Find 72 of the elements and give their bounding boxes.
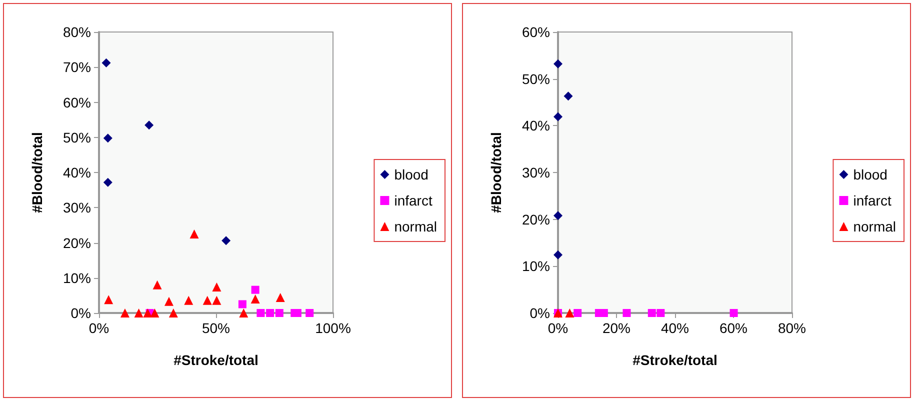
legend-label: infarct (853, 192, 892, 208)
point (212, 296, 222, 305)
x-tick-label: 0% (88, 320, 110, 336)
point (184, 296, 194, 305)
x-tick-label: 60% (719, 320, 748, 336)
point (134, 308, 144, 318)
point (190, 229, 199, 238)
point (266, 309, 274, 317)
y-axis-title: #Blood/total (29, 132, 45, 213)
point (250, 294, 260, 304)
point (144, 120, 154, 130)
point (565, 308, 574, 318)
y-tick-label: 50% (522, 70, 550, 87)
point (251, 286, 260, 294)
point (104, 295, 114, 304)
point (306, 309, 314, 317)
y-tick-label: 30% (522, 164, 550, 180)
legend-label: blood (394, 166, 428, 182)
point (256, 309, 265, 317)
y-tick-label: 20% (522, 211, 550, 228)
y-tick-label: 30% (62, 200, 91, 216)
legend-label: infarct (394, 192, 432, 208)
legend-label: normal (394, 218, 438, 234)
y-tick-label: 60% (522, 24, 550, 40)
point (164, 296, 174, 306)
point (120, 308, 130, 318)
x-axis-title: #Stroke/total (632, 352, 718, 368)
x-tick-label: 20% (602, 320, 631, 336)
point (212, 282, 222, 292)
y-axis-title: #Blood/total (488, 132, 504, 213)
y-tick-label: 0% (530, 305, 550, 321)
point (648, 309, 656, 317)
point (554, 211, 562, 220)
point (574, 309, 582, 317)
point (150, 308, 160, 318)
y-tick-label: 0% (70, 305, 91, 321)
point (103, 134, 112, 143)
y-tick-label: 80% (62, 24, 91, 40)
legend-label: normal (853, 218, 896, 234)
point (143, 308, 152, 318)
point (554, 112, 562, 122)
point (730, 309, 738, 317)
point (152, 280, 162, 290)
point (102, 58, 111, 68)
point (202, 296, 212, 305)
x-tick-label: 50% (202, 320, 230, 336)
x-tick-label: 40% (660, 320, 690, 336)
y-tick-label: 40% (522, 118, 550, 134)
y-tick-label: 20% (62, 234, 91, 251)
point (564, 92, 573, 101)
point (622, 309, 631, 317)
x-tick-label: 80% (778, 320, 806, 336)
point (656, 309, 665, 317)
point (222, 236, 231, 246)
y-tick-label: 40% (62, 164, 91, 180)
point (239, 308, 248, 318)
y-tick-label: 60% (62, 94, 91, 110)
point (276, 293, 285, 302)
y-tick-label: 50% (62, 129, 91, 146)
point (103, 178, 112, 187)
point (275, 309, 284, 317)
x-tick-label: 100% (315, 320, 351, 336)
point (168, 308, 178, 318)
x-tick-label: 0% (548, 320, 568, 336)
point (554, 250, 562, 260)
x-axis-title: #Stroke/total (174, 352, 258, 368)
y-tick-label: 10% (522, 258, 550, 274)
legend-label: blood (853, 166, 888, 182)
y-tick-label: 10% (62, 270, 91, 286)
point (238, 300, 246, 308)
point (554, 59, 562, 68)
y-tick-label: 70% (62, 59, 91, 76)
